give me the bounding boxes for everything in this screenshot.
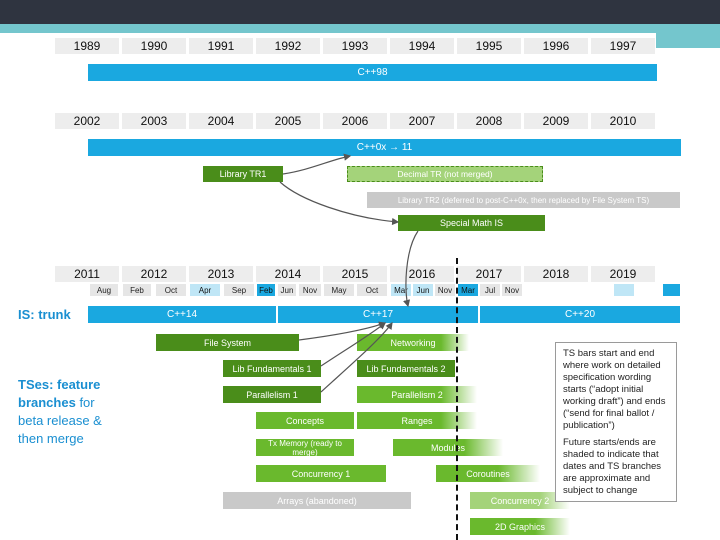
- header-dark-band: [0, 0, 720, 24]
- month-cell: Sep: [224, 284, 254, 296]
- year-cell: 2012: [122, 266, 186, 282]
- year-cell: 2004: [189, 113, 253, 129]
- cpp14-bar: C++14: [88, 306, 276, 323]
- modules-ts-bar: Modules: [393, 439, 503, 456]
- month-cell: Apr: [190, 284, 220, 296]
- cpp20-bar: C++20: [480, 306, 680, 323]
- concurrency-2-ts-bar: Concurrency 2: [470, 492, 570, 509]
- tses-label-rest: for beta release & then merge: [18, 395, 102, 446]
- year-cell: 2014: [256, 266, 320, 282]
- year-cell: 2015: [323, 266, 387, 282]
- cpp98-bar: C++98: [88, 64, 657, 81]
- notes-paragraph-2: Future starts/ends are shaded to indicat…: [563, 437, 662, 496]
- year-cell: 1994: [390, 38, 454, 54]
- year-cell: 2019: [591, 266, 655, 282]
- arrow-special-math-to-cpp17: [403, 230, 419, 308]
- arrow-library-tr1-to-cpp11: [282, 153, 352, 175]
- special-math-is-bar: Special Math IS: [398, 215, 545, 231]
- cpp0x-11-bar: C++0x → 11: [88, 139, 681, 156]
- month-cell: Aug: [90, 284, 118, 296]
- file-system-ts-bar: File System: [156, 334, 299, 351]
- notes-box: TS bars start and end where work on deta…: [555, 342, 677, 502]
- library-tr2-bar: Library TR2 (deferred to post-C++0x, the…: [367, 192, 680, 208]
- month-cell: Jun: [278, 284, 296, 296]
- year-cell: 2018: [524, 266, 588, 282]
- tses-label-bold: TSes: feature branches: [18, 377, 101, 410]
- notes-paragraph-1: TS bars start and end where work on deta…: [563, 348, 666, 431]
- month-cell: Nov: [435, 284, 455, 296]
- year-cell: 2013: [189, 266, 253, 282]
- arrow-library-tr1-to-special-math: [279, 181, 400, 226]
- year-cell: 2007: [390, 113, 454, 129]
- month-cell: [614, 284, 634, 296]
- month-cell: May: [324, 284, 354, 296]
- parallelism-1-ts-bar: Parallelism 1: [223, 386, 321, 403]
- 2d-graphics-ts-bar: 2D Graphics: [470, 518, 570, 535]
- decimal-tr-bar: Decimal TR (not merged): [347, 166, 543, 182]
- lib-fundamentals-1-ts-bar: Lib Fundamentals 1: [223, 360, 321, 377]
- ranges-ts-bar: Ranges: [357, 412, 477, 429]
- month-cell: Oct: [156, 284, 186, 296]
- year-cell: 1989: [55, 38, 119, 54]
- arrow-parallelism1-to-cpp17: [320, 322, 393, 393]
- tses-label: TSes: feature branches for beta release …: [18, 376, 118, 448]
- concurrency-1-ts-bar: Concurrency 1: [256, 465, 386, 482]
- cpp17-bar: C++17: [278, 306, 478, 323]
- tx-memory-ts-bar: Tx Memory (ready to merge): [256, 439, 354, 457]
- year-cell: 1993: [323, 38, 387, 54]
- current-date-dashed-line: [456, 258, 458, 540]
- parallelism-2-ts-bar: Parallelism 2: [357, 386, 477, 403]
- header-right-tab: [656, 24, 720, 48]
- year-cell: 1992: [256, 38, 320, 54]
- coroutines-ts-bar: Coroutines: [436, 465, 540, 482]
- header-teal-stripe: [0, 24, 720, 33]
- year-cell: 1996: [524, 38, 588, 54]
- month-cell: Feb: [257, 284, 275, 296]
- lib-fundamentals-2-ts-bar: Lib Fundamentals 2: [357, 360, 455, 377]
- is-trunk-label: IS: trunk: [18, 307, 71, 322]
- arrow-lib-fund1-to-cpp17: [320, 322, 386, 367]
- arrow-file-system-to-cpp17: [298, 321, 387, 341]
- year-cell: 2011: [55, 266, 119, 282]
- arrays-ts-bar: Arrays (abandoned): [223, 492, 411, 509]
- year-cell: 2017: [457, 266, 521, 282]
- year-cell: 1990: [122, 38, 186, 54]
- year-cell: 2005: [256, 113, 320, 129]
- concepts-ts-bar: Concepts: [256, 412, 354, 429]
- month-cell: Feb: [123, 284, 151, 296]
- month-cell: Nov: [299, 284, 321, 296]
- year-cell: 2002: [55, 113, 119, 129]
- month-cell: Jul: [480, 284, 500, 296]
- month-cell: Oct: [357, 284, 387, 296]
- month-cell: [663, 284, 680, 296]
- year-cell: 2008: [457, 113, 521, 129]
- year-cell: 1997: [591, 38, 655, 54]
- month-cell: Mar: [458, 284, 478, 296]
- year-cell: 1995: [457, 38, 521, 54]
- year-cell: 2006: [323, 113, 387, 129]
- networking-ts-bar: Networking: [357, 334, 469, 351]
- year-cell: 2010: [591, 113, 655, 129]
- year-cell: 1991: [189, 38, 253, 54]
- month-cell: Nov: [502, 284, 522, 296]
- year-cell: 2009: [524, 113, 588, 129]
- year-cell: 2003: [122, 113, 186, 129]
- month-cell: Jun: [413, 284, 433, 296]
- library-tr1-bar: Library TR1: [203, 166, 283, 182]
